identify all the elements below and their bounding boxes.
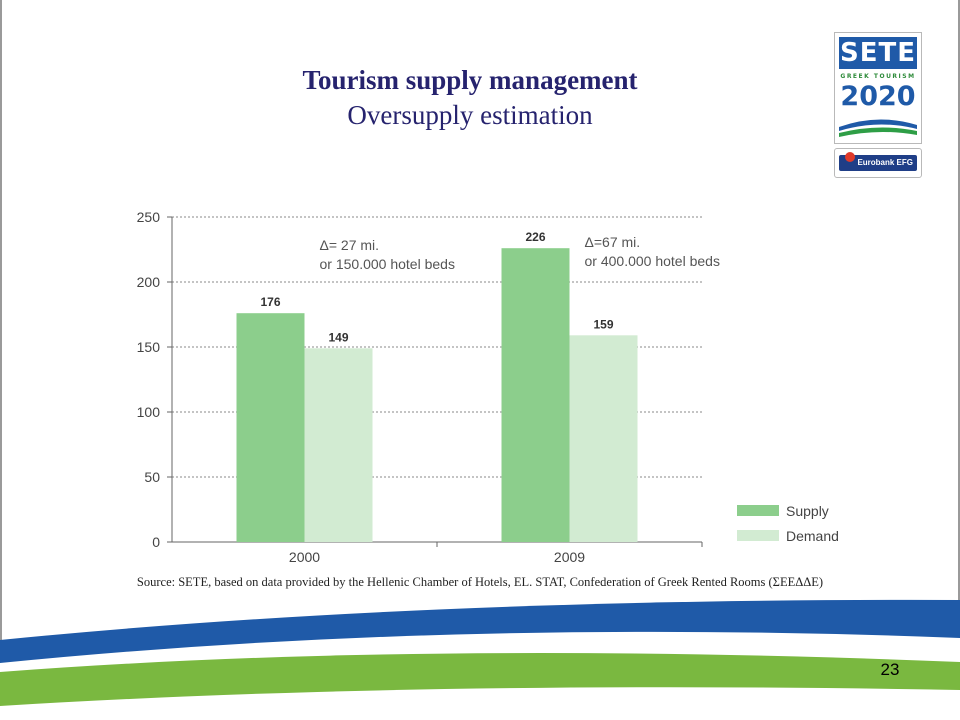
logo-year: 2020 — [840, 81, 916, 112]
bar-demand — [569, 335, 638, 542]
bar-supply — [501, 248, 570, 542]
bar-chart: 0 50 100 150 200 250 176 149 2000 226 159 2009 Δ= 27… — [137, 209, 839, 565]
legend-swatch-supply — [737, 505, 779, 516]
eurobank-label: Eurobank EFG — [839, 155, 917, 171]
annotation-line: or 150.000 hotel beds — [320, 256, 455, 272]
sete-logo: SETE GREEK TOURISM 2020 Eurobank EFG — [834, 32, 922, 178]
legend-swatch-demand — [737, 530, 779, 541]
data-label: 159 — [593, 317, 613, 331]
title-block: Tourism supply management Oversupply est… — [170, 62, 770, 132]
y-tick-label: 200 — [137, 274, 161, 290]
bar-supply — [236, 313, 305, 542]
annotation-line: Δ=67 mi. — [585, 234, 641, 250]
annotation-line: or 400.000 hotel beds — [585, 253, 720, 269]
data-label: 226 — [525, 230, 545, 244]
sete-2020-badge: SETE GREEK TOURISM 2020 — [834, 32, 922, 144]
page-number: 23 — [880, 660, 900, 679]
eurobank-logo: Eurobank EFG — [834, 148, 922, 178]
logo-tagline: GREEK TOURISM — [840, 73, 916, 80]
data-label: 176 — [260, 295, 280, 309]
slide-border-left — [0, 0, 2, 720]
eurobank-icon — [845, 152, 855, 162]
y-tick-label: 250 — [137, 209, 161, 225]
data-label: 149 — [328, 330, 348, 344]
logo-brand: SETE — [839, 37, 917, 69]
slide-subtitle: Oversupply estimation — [347, 100, 593, 130]
y-tick-label: 150 — [137, 339, 161, 355]
y-tick-label: 100 — [137, 404, 161, 420]
source-note: Source: SETE, based on data provided by … — [136, 575, 824, 589]
slide-title: Tourism supply management — [302, 65, 638, 95]
legend-label: Supply — [786, 503, 829, 519]
logo-swoosh-icon — [839, 119, 917, 137]
y-tick-label: 0 — [152, 534, 160, 550]
x-tick-label: 2009 — [554, 549, 585, 565]
x-tick-label: 2000 — [289, 549, 320, 565]
footer-white-area — [0, 687, 960, 720]
y-tick-label: 50 — [144, 469, 160, 485]
slide-border-right — [958, 0, 960, 720]
annotation-line: Δ= 27 mi. — [320, 237, 380, 253]
legend-label: Demand — [786, 528, 839, 544]
bar-demand — [304, 348, 373, 542]
